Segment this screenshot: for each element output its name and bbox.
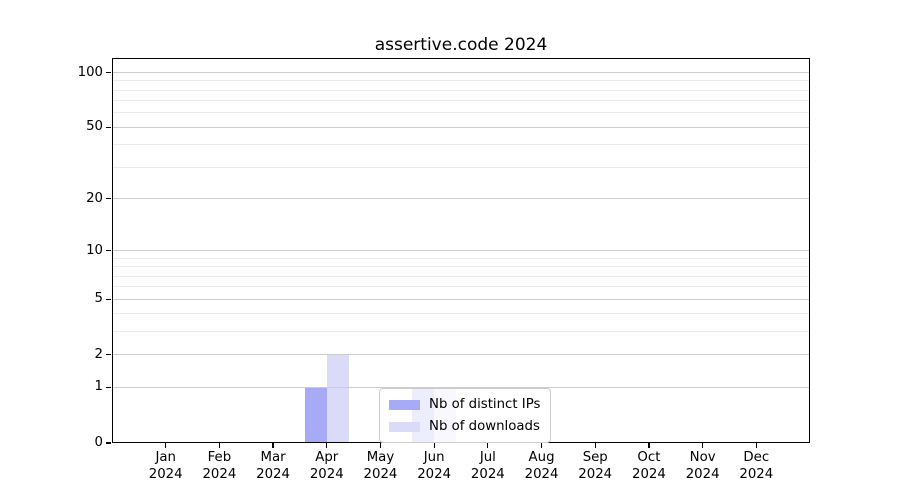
legend-swatch-distinct-ips: [389, 399, 420, 410]
minor-gridline: [112, 80, 810, 82]
y-tick-mark: [106, 354, 111, 356]
x-tick-label-month: Jul: [479, 450, 496, 465]
x-tick-label-year: 2024: [363, 466, 398, 482]
y-tick-label: 100: [77, 64, 103, 80]
x-tick-label: Sep 2024: [563, 450, 627, 483]
minor-gridline: [112, 266, 810, 268]
x-tick-mark: [272, 443, 274, 448]
x-tick-label-year: 2024: [417, 466, 452, 482]
y-tick-label: 50: [86, 119, 103, 135]
y-tick-label: 0: [94, 435, 103, 450]
minor-gridline: [112, 144, 810, 146]
minor-gridline: [112, 257, 810, 259]
x-tick-label-year: 2024: [739, 466, 774, 482]
x-tick-label: Oct 2024: [617, 450, 681, 483]
x-tick-mark: [218, 443, 220, 448]
x-tick-label-month: Oct: [637, 450, 661, 465]
legend-label-downloads: Nb of downloads: [429, 419, 540, 434]
x-tick-mark: [594, 443, 596, 448]
x-tick-mark: [755, 443, 757, 448]
x-tick-mark: [487, 443, 489, 448]
major-gridline: [112, 126, 810, 128]
major-gridline: [112, 250, 810, 251]
x-tick-label-year: 2024: [148, 466, 183, 482]
x-tick-label-year: 2024: [524, 466, 559, 482]
x-tick-label: Dec 2024: [724, 450, 788, 483]
minor-gridline: [112, 166, 810, 168]
minor-gridline: [112, 331, 810, 333]
x-tick-label: Nov 2024: [671, 450, 735, 483]
y-tick-label: 10: [86, 242, 103, 258]
legend-label-distinct-ips: Nb of distinct IPs: [429, 397, 541, 412]
x-tick-label-year: 2024: [202, 466, 237, 482]
y-tick-mark: [106, 386, 111, 388]
major-gridline: [112, 198, 810, 200]
minor-gridline: [112, 89, 810, 91]
x-tick-mark: [540, 443, 543, 448]
minor-gridline: [112, 286, 810, 288]
x-tick-label-month: Jan: [155, 450, 176, 465]
minor-gridline: [112, 275, 810, 277]
major-gridline: [112, 386, 810, 388]
x-tick-mark: [648, 443, 650, 448]
x-tick-label-month: Jun: [423, 450, 445, 465]
y-tick-label: 1: [94, 379, 103, 395]
x-tick-label-year: 2024: [685, 466, 720, 482]
x-tick-label: Jul 2024: [456, 450, 520, 483]
minor-gridline: [112, 100, 810, 102]
x-tick-label-year: 2024: [256, 466, 290, 482]
y-tick-mark: [106, 126, 111, 128]
legend: Nb of distinct IPs Nb of downloads: [379, 388, 552, 443]
bar-downloads: [326, 354, 349, 443]
x-tick-mark: [326, 443, 328, 448]
x-tick-label-month: Apr: [315, 450, 339, 465]
x-tick-label-year: 2024: [470, 466, 505, 482]
x-tick-label: Feb 2024: [187, 450, 251, 483]
x-tick-label: Aug 2024: [510, 450, 574, 483]
bar-distinct-ips: [304, 387, 327, 443]
major-gridline: [112, 354, 810, 356]
x-tick-label-month: Aug: [528, 450, 555, 465]
x-tick-label-month: May: [366, 450, 395, 465]
x-tick-label-month: Mar: [260, 450, 286, 465]
x-tick-label: May 2024: [348, 450, 412, 483]
minor-gridline: [112, 112, 810, 114]
y-tick-mark: [106, 442, 111, 444]
x-tick-label: Mar 2024: [241, 450, 305, 483]
major-gridline: [112, 72, 810, 73]
y-tick-mark: [106, 71, 111, 74]
y-tick-mark: [106, 249, 111, 252]
x-tick-label-year: 2024: [632, 466, 666, 482]
legend-item-downloads: Nb of downloads: [389, 418, 540, 435]
x-tick-mark: [379, 443, 382, 448]
legend-item-distinct-ips: Nb of distinct IPs: [389, 396, 540, 413]
y-tick-mark: [106, 298, 111, 300]
x-tick-label-year: 2024: [578, 466, 613, 482]
major-gridline: [112, 298, 810, 300]
x-tick-label-month: Nov: [689, 450, 716, 465]
plot-area: Nb of distinct IPs Nb of downloads 0 1 2 5 1…: [78, 58, 810, 482]
minor-gridline: [112, 313, 810, 315]
x-tick-label-month: Feb: [207, 450, 232, 465]
y-tick-label: 2: [94, 346, 103, 362]
x-tick-label: Jun 2024: [402, 450, 466, 483]
x-tick-label: Apr 2024: [295, 450, 359, 483]
x-tick-mark: [165, 443, 167, 448]
y-tick-mark: [106, 197, 111, 200]
x-tick-label-month: Sep: [582, 450, 608, 465]
x-tick-label: Jan 2024: [134, 450, 198, 483]
chart-title: assertive.code 2024: [374, 35, 548, 55]
x-tick-label-year: 2024: [309, 466, 344, 482]
legend-swatch-downloads: [389, 421, 420, 432]
x-tick-label-month: Dec: [743, 450, 770, 465]
y-tick-label: 20: [86, 190, 103, 206]
y-tick-label: 5: [94, 291, 103, 307]
x-tick-mark: [433, 443, 435, 448]
x-tick-mark: [702, 443, 704, 448]
